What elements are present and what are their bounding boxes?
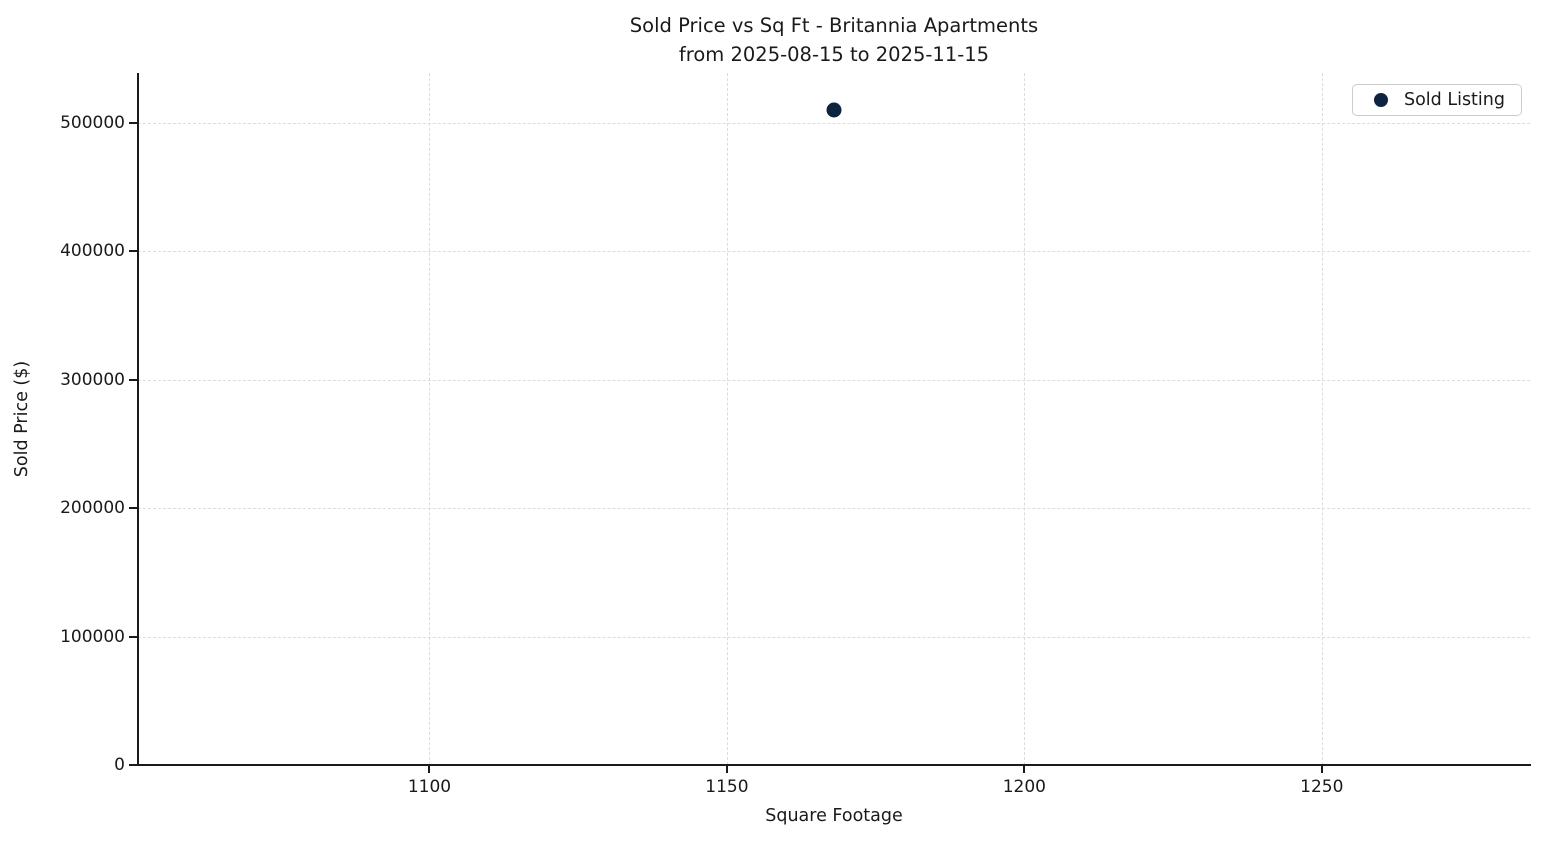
scatter-point [826,102,842,118]
chart-title-line1: Sold Price vs Sq Ft - Britannia Apartmen… [629,14,1039,37]
x-tick-mark [725,765,728,773]
gridline-horizontal [138,251,1530,253]
gridline-horizontal [138,379,1530,381]
x-tick-label: 1100 [407,777,452,797]
gridline-vertical [1321,73,1323,765]
legend-item: Sold Listing [1366,90,1507,110]
gridline-horizontal [138,123,1530,125]
y-tick-label: 100000 [60,626,125,647]
x-tick-label: 1200 [1002,777,1046,797]
chart-title-line2: from 2025-08-15 to 2025-11-15 [678,43,990,66]
legend-marker-icon [1373,93,1388,107]
x-tick-label: 1150 [705,777,749,797]
chart-title: Sold Price vs Sq Ft - Britannia Apartmen… [138,11,1530,69]
x-tick-mark [428,765,431,773]
y-tick-label: 400000 [60,241,125,262]
y-tick-mark [129,122,137,125]
y-tick-mark [129,250,137,253]
y-tick-mark [129,764,137,766]
y-tick-mark [129,507,137,510]
gridline-horizontal [138,508,1530,510]
y-tick-mark [129,378,137,381]
y-axis-spine [137,73,139,765]
legend: Sold Listing [1351,84,1522,116]
y-tick-mark [129,635,137,638]
y-tick-label: 500000 [60,113,125,134]
legend-item-label: Sold Listing [1403,90,1505,110]
gridline-vertical [429,73,431,765]
plot-area: 1100 1150 1200 1250 0 100000 200000 300000 40000… [60,73,1531,797]
x-tick-mark [1023,765,1026,773]
y-tick-label: 300000 [60,369,125,390]
x-axis-spine [137,764,1531,766]
x-tick-label: 1250 [1300,777,1344,797]
x-axis-label: Square Footage [765,806,903,826]
y-tick-label: 0 [114,755,125,775]
y-axis-label: Sold Price ($) [12,360,32,478]
gridline-horizontal [138,636,1530,638]
x-tick-mark [1320,765,1323,773]
gridline-vertical [1024,73,1026,765]
gridline-vertical [726,73,728,765]
y-tick-label: 200000 [60,498,125,519]
